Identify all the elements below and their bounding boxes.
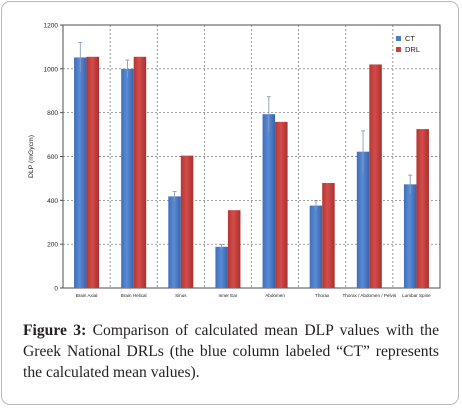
y-tick-label: 0 xyxy=(54,286,58,293)
x-tick-label: Inner Ear xyxy=(218,293,237,298)
y-tick-label: 200 xyxy=(47,242,58,249)
bar-ct xyxy=(356,151,370,288)
legend-label-ct: CT xyxy=(405,34,415,43)
figure-caption: Figure 3: Comparison of calculated mean … xyxy=(23,320,439,383)
bar-drl xyxy=(86,56,100,288)
bar-ct xyxy=(74,57,87,288)
y-tick-label: 800 xyxy=(47,110,58,117)
caption-label: Figure 3: xyxy=(23,322,87,339)
legend-swatch-ct xyxy=(396,36,401,41)
bar-ct xyxy=(168,196,181,288)
x-tick-label: Abdomen xyxy=(265,293,285,298)
bar-drl xyxy=(227,210,241,288)
y-axis-label: DLP (mGycm) xyxy=(28,135,35,178)
caption-text: Comparison of calculated mean DLP values… xyxy=(23,322,439,381)
legend-swatch-drl xyxy=(396,47,401,52)
bar-ct xyxy=(403,184,417,288)
bar-drl xyxy=(133,56,147,288)
y-tick-label: 400 xyxy=(47,198,58,205)
x-tick-label: Sinus xyxy=(175,293,187,298)
bar-ct xyxy=(121,68,134,288)
x-tick-label: Thorax xyxy=(315,293,330,298)
legend: CT DRL xyxy=(396,34,420,54)
bar-drl xyxy=(416,129,429,288)
y-tick-label: 1000 xyxy=(44,66,59,73)
bar-chart: 0 200 400 600 800 1000 1200 Brain Axial Brain He… xyxy=(28,23,441,298)
bar-drl xyxy=(369,64,382,288)
legend-label-drl: DRL xyxy=(405,45,420,54)
x-tick-label: Brain Axial xyxy=(76,293,98,298)
bar-drl xyxy=(180,155,194,288)
bar-ct xyxy=(215,246,228,288)
x-tick-label: Lumbar Spine xyxy=(402,293,431,298)
bar-drl xyxy=(322,183,335,288)
y-tick-label: 1200 xyxy=(44,23,59,30)
x-tick-label: Brain Helical xyxy=(121,293,147,298)
bar-ct xyxy=(262,114,276,288)
bar-ct xyxy=(309,205,323,288)
plot-area: 0 200 400 600 800 1000 1200 Brain Axial Brain He… xyxy=(28,23,441,298)
y-tick-label: 600 xyxy=(47,154,58,161)
bar-drl xyxy=(275,121,288,288)
x-tick-label: Thorax / Abdomen / Pelvis xyxy=(343,293,397,298)
